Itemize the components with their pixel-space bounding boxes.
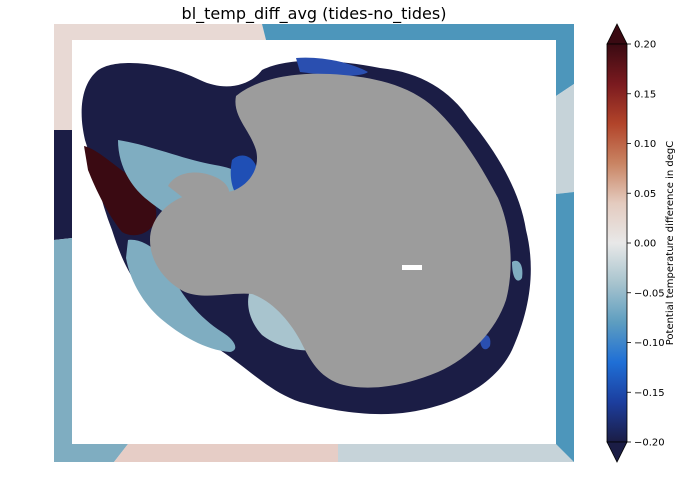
peninsula-land	[168, 172, 230, 203]
ring-sector-light-blue-left	[54, 238, 128, 462]
colorbar-gradient	[606, 43, 628, 443]
ring-sector-mid-blue-right	[556, 192, 574, 462]
colorbar-extend-max	[606, 23, 628, 45]
east-coast-blue-patch	[296, 57, 368, 76]
colorbar-tick-label: 0.10	[634, 139, 656, 150]
colorbar: 0.20 0.15 0.10 0.05 0.00 −0.05 −0.10 −0.15 −0.20…	[606, 23, 676, 463]
chart-title: bl_temp_diff_avg (tides-no_tides)	[182, 4, 447, 24]
colorbar-tick-label: 0.00	[634, 239, 656, 250]
colorbar-tick-label: 0.15	[634, 89, 656, 100]
antarctic-land	[150, 73, 511, 388]
colorbar-label: Potential temperature difference in degC	[665, 141, 676, 346]
ring-sector-pale-right	[556, 84, 574, 194]
inland-white-gap	[402, 265, 422, 270]
peninsula-west-region	[126, 239, 236, 352]
colorbar-tick-label: −0.20	[634, 438, 665, 449]
east-light-blue-patch	[512, 260, 523, 281]
colorbar-tick-label: −0.10	[634, 338, 665, 349]
ring-sector-pale-red	[54, 24, 266, 130]
ring-sector-pale-red-bottom	[114, 444, 338, 462]
ring-sector-mid-blue-top	[262, 24, 574, 96]
ring-sector-dark-left	[54, 130, 72, 240]
colorbar-tick-label: −0.05	[634, 288, 665, 299]
map-panel	[54, 24, 574, 462]
ring-sector-pale-bottom	[338, 444, 574, 462]
colorbar-extend-min	[606, 441, 628, 463]
colorbar-tick-label: 0.20	[634, 40, 656, 51]
warm-anomaly-region	[84, 146, 157, 236]
colorbar-tick-label: 0.05	[634, 189, 656, 200]
colorbar-tick-label: −0.15	[634, 388, 665, 399]
